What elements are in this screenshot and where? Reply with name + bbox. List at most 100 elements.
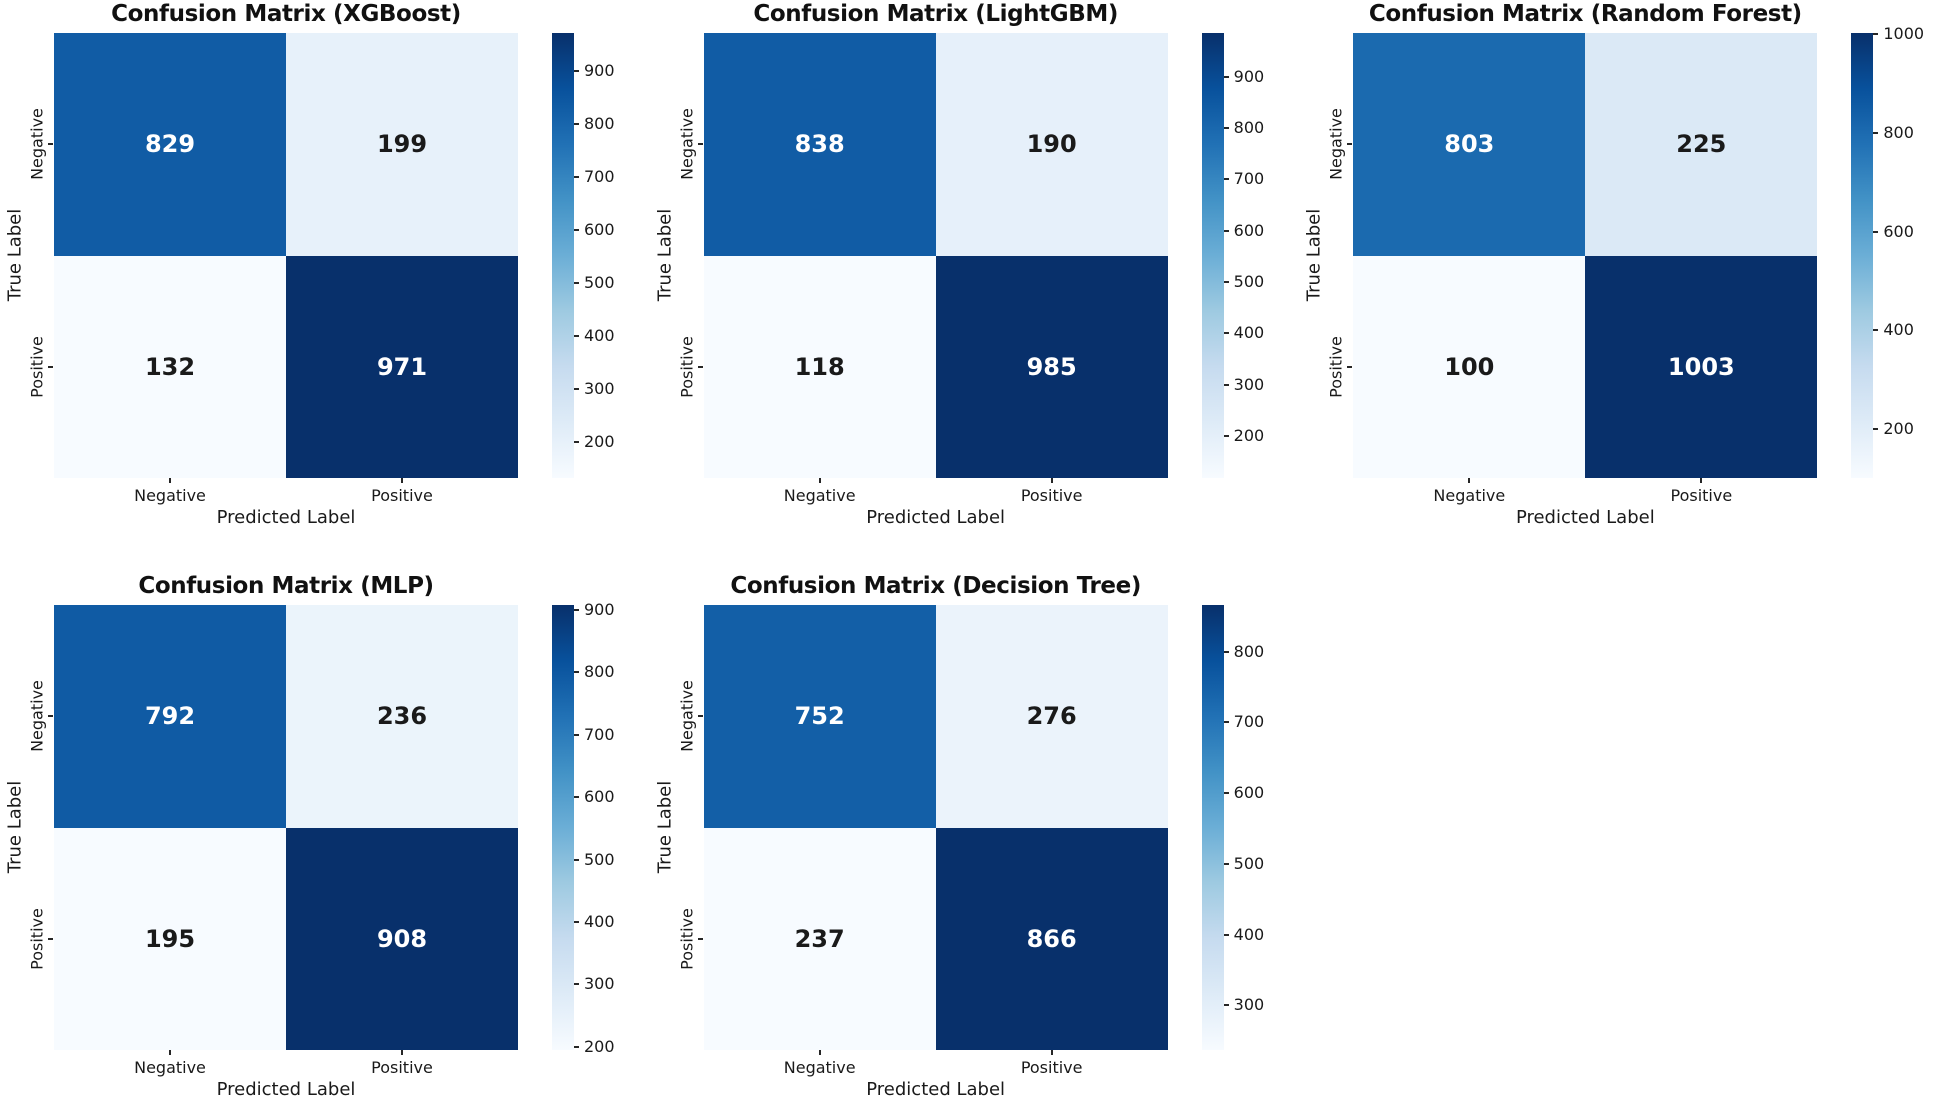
x-tick-mark — [1468, 478, 1471, 483]
colorbar-tick-label: 800 — [1883, 123, 1914, 143]
colorbar-tick-label: 400 — [584, 325, 615, 345]
x-tick-mark — [169, 478, 171, 483]
heatmap-grid: 829 199 132 971 — [54, 33, 518, 478]
x-tick-mark — [169, 1050, 171, 1055]
colorbar-tick-label: 600 — [584, 787, 615, 807]
colorbar-tick-mark — [1223, 650, 1229, 653]
y-tick-mark — [48, 938, 53, 940]
colorbar-tick-mark — [574, 608, 579, 611]
cell-true-positive: 866 — [935, 827, 1168, 1050]
colorbar-tick-mark — [1223, 126, 1229, 129]
chart-title: Confusion Matrix (XGBoost) — [111, 1, 461, 27]
x-tick-label-positive: Positive — [1020, 1058, 1083, 1077]
colorbar-tick-mark — [574, 671, 579, 674]
cell-true-negative: 803 — [1353, 33, 1586, 256]
colorbar-tick-mark — [574, 796, 579, 799]
colorbar-tick-label: 800 — [1233, 117, 1265, 137]
colorbar-tick-mark — [574, 175, 579, 178]
colorbar-tick-label: 900 — [1233, 66, 1265, 86]
confusion-matrix-subplot: Confusion Matrix (Decision Tree) True La… — [654, 573, 1265, 1100]
colorbar-tick-label: 200 — [584, 1036, 615, 1056]
colorbar-tick-mark — [574, 334, 579, 337]
colorbar-tick-label: 800 — [584, 662, 615, 682]
colorbar-tick-mark — [1223, 280, 1229, 283]
x-tick-label-negative: Negative — [783, 486, 856, 505]
x-axis-label: Predicted Label — [866, 507, 1006, 528]
y-tick-mark — [48, 366, 53, 368]
x-tick-mark — [1050, 1050, 1053, 1055]
cell-false-negative: 132 — [54, 255, 286, 478]
cell-false-negative: 237 — [703, 827, 936, 1050]
confusion-matrix-subplot: Confusion Matrix (MLP) True Label Negati… — [4, 573, 615, 1100]
colorbar-tick-label: 700 — [584, 724, 615, 744]
colorbar-tick-mark — [574, 69, 579, 72]
chart-title: Confusion Matrix (Random Forest) — [1368, 1, 1802, 27]
x-axis-label: Predicted Label — [1515, 507, 1655, 528]
colorbar — [1851, 33, 1874, 478]
colorbar-tick-mark — [1873, 33, 1879, 36]
cell-true-negative: 838 — [703, 33, 936, 256]
x-tick-label-positive: Positive — [371, 486, 433, 505]
cell-false-negative: 195 — [54, 827, 286, 1050]
y-tick-mark — [697, 366, 703, 368]
colorbar-tick-label: 200 — [584, 431, 615, 451]
colorbar-tick-label: 600 — [1233, 783, 1265, 803]
x-tick-mark — [401, 1050, 403, 1055]
colorbar-tick-mark — [1223, 933, 1229, 936]
y-tick-mark — [48, 715, 53, 717]
colorbar-tick-mark — [1223, 178, 1229, 181]
colorbar-tick-label: 800 — [1233, 641, 1265, 661]
colorbar-tick-mark — [574, 281, 579, 284]
x-tick-mark — [818, 1050, 821, 1055]
colorbar-tick-mark — [574, 1045, 579, 1048]
colorbar-tick-label: 500 — [584, 849, 615, 869]
colorbar-tick-mark — [1873, 230, 1879, 233]
cell-false-positive: 225 — [1585, 33, 1818, 256]
colorbar-tick-label: 300 — [584, 974, 615, 994]
heatmap-grid: 792 236 195 908 — [54, 605, 518, 1050]
colorbar-tick-label: 500 — [584, 272, 615, 292]
colorbar-tick-mark — [1223, 1004, 1229, 1007]
chart-title: Confusion Matrix (Decision Tree) — [730, 573, 1141, 599]
colorbar-tick-label: 900 — [584, 60, 615, 80]
colorbar-tick-label: 600 — [1233, 220, 1265, 240]
colorbar-tick-mark — [574, 440, 579, 443]
x-tick-label-negative: Negative — [134, 1058, 206, 1077]
colorbar-tick-label: 600 — [1883, 221, 1914, 241]
x-tick-label-negative: Negative — [783, 1058, 856, 1077]
colorbar-tick-mark — [574, 921, 579, 924]
x-tick-label-positive: Positive — [371, 1058, 433, 1077]
x-axis-label: Predicted Label — [866, 1079, 1006, 1100]
cell-true-positive: 985 — [935, 255, 1168, 478]
colorbar-tick-mark — [1873, 329, 1879, 332]
cell-false-positive: 190 — [935, 33, 1168, 256]
y-tick-mark — [697, 938, 703, 940]
cell-true-positive: 971 — [286, 255, 518, 478]
colorbar — [552, 33, 574, 478]
colorbar-tick-mark — [1223, 862, 1229, 865]
colorbar-tick-label: 200 — [1883, 418, 1914, 438]
y-tick-mark — [48, 143, 53, 145]
heatmap-grid: 803 225 100 1003 — [1353, 33, 1818, 478]
colorbar-tick-label: 600 — [584, 219, 615, 239]
colorbar-tick-mark — [1223, 792, 1229, 795]
cell-true-positive: 1003 — [1585, 255, 1818, 478]
colorbar — [1201, 33, 1224, 478]
colorbar-tick-label: 700 — [1233, 169, 1265, 189]
colorbar — [1201, 605, 1224, 1050]
colorbar-tick-mark — [574, 387, 579, 390]
cell-true-negative: 752 — [703, 605, 936, 828]
x-tick-mark — [401, 478, 403, 483]
heatmap-grid: 838 190 118 985 — [703, 33, 1168, 478]
y-tick-mark — [1347, 366, 1353, 368]
x-tick-label-positive: Positive — [1670, 486, 1733, 505]
colorbar-tick-label: 300 — [1233, 374, 1265, 394]
colorbar-tick-mark — [1873, 427, 1879, 430]
cell-false-positive: 199 — [286, 33, 518, 256]
x-tick-mark — [818, 478, 821, 483]
x-tick-label-negative: Negative — [134, 486, 206, 505]
colorbar-tick-mark — [1223, 332, 1229, 335]
y-tick-mark — [697, 715, 703, 717]
colorbar-tick-label: 900 — [584, 599, 615, 619]
colorbar-tick-label: 500 — [1233, 853, 1265, 873]
